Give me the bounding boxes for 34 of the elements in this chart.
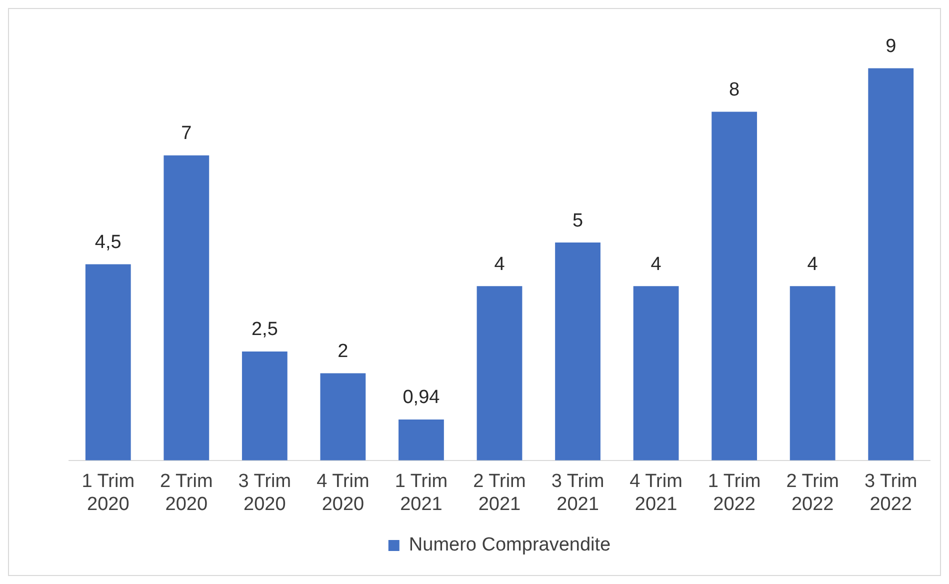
- x-tick-label: 3 Trim 2022: [864, 471, 918, 515]
- bar: [633, 286, 679, 460]
- bar: [85, 264, 131, 460]
- x-tick-label: 2 Trim 2021: [473, 471, 526, 515]
- x-tick-label: 2 Trim 2022: [786, 471, 839, 515]
- bar: [398, 419, 444, 460]
- data-label: 7: [181, 123, 192, 144]
- data-label: 2,5: [251, 319, 278, 340]
- data-label: 2: [338, 340, 348, 362]
- bar: [790, 286, 836, 460]
- x-tick-label: 1 Trim 2022: [708, 471, 761, 515]
- data-label: 5: [572, 210, 584, 232]
- data-label: 4: [494, 254, 506, 275]
- x-tick-label: 4 Trim 2021: [630, 471, 682, 515]
- data-label: 4: [650, 254, 662, 275]
- x-tick-label: 1 Trim 2021: [394, 471, 448, 515]
- bar: [164, 155, 210, 460]
- x-tick-label: 4 Trim 2020: [316, 471, 370, 515]
- x-tick-label: 2 Trim 2020: [160, 471, 213, 515]
- bar: [242, 351, 288, 460]
- bar: [712, 112, 758, 460]
- data-label: 9: [886, 36, 896, 57]
- data-label: 4,5: [94, 232, 122, 254]
- x-tick-label: 3 Trim 2021: [551, 471, 604, 515]
- legend-label: Numero Compravendite: [408, 534, 611, 556]
- x-tick-label: 3 Trim 2020: [238, 471, 292, 515]
- data-label: 4: [807, 254, 818, 275]
- bar: [555, 242, 600, 460]
- bar: [320, 373, 366, 460]
- data-label: 8: [729, 80, 740, 101]
- x-tick-label: 1 Trim 2020: [82, 471, 135, 515]
- bar: [476, 286, 522, 460]
- data-label: 0,94: [402, 387, 440, 408]
- bar: [868, 68, 914, 460]
